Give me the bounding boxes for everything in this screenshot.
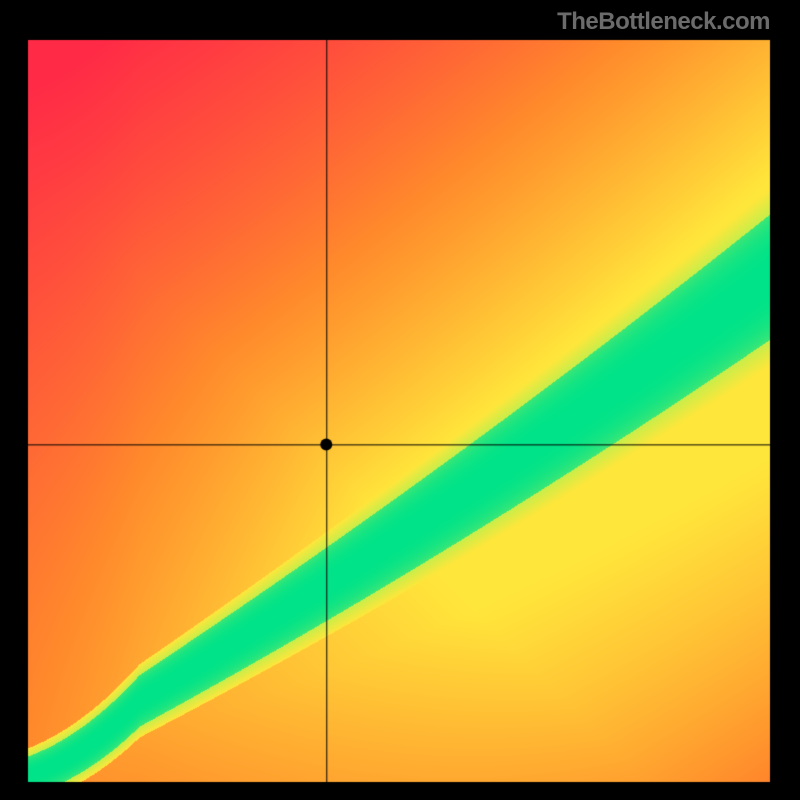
chart-container: TheBottleneck.com <box>0 0 800 800</box>
heatmap-canvas <box>0 0 800 800</box>
watermark-text: TheBottleneck.com <box>557 8 770 36</box>
